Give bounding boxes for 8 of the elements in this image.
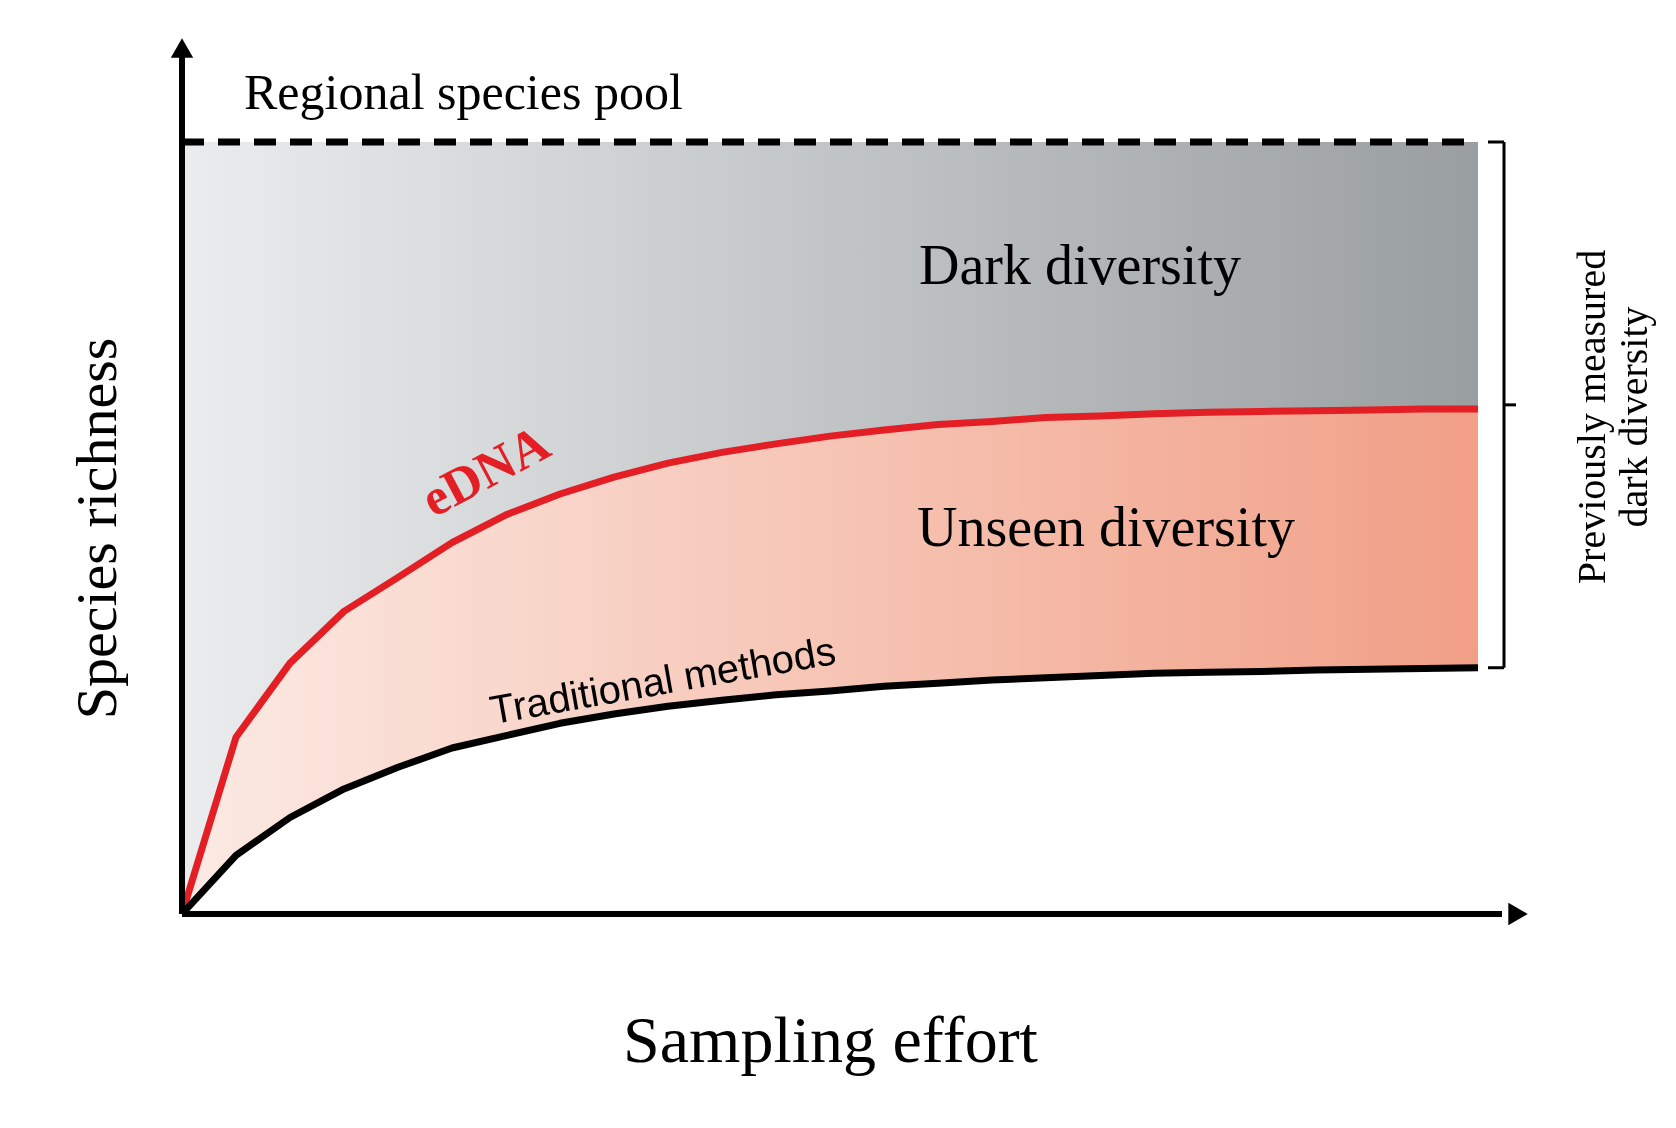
text: Previously measured dark diversity [1569, 249, 1656, 585]
y-axis-title: Species richness [63, 337, 129, 720]
text: Traditional methods [486, 627, 839, 733]
text: eDNA [411, 413, 559, 528]
annotation: Dark diversity [919, 234, 1241, 296]
annotation: Unseen diversity [917, 496, 1295, 558]
series-label: Regional species pool [244, 64, 683, 120]
x-axis-title: Sampling effort [623, 1002, 1038, 1076]
